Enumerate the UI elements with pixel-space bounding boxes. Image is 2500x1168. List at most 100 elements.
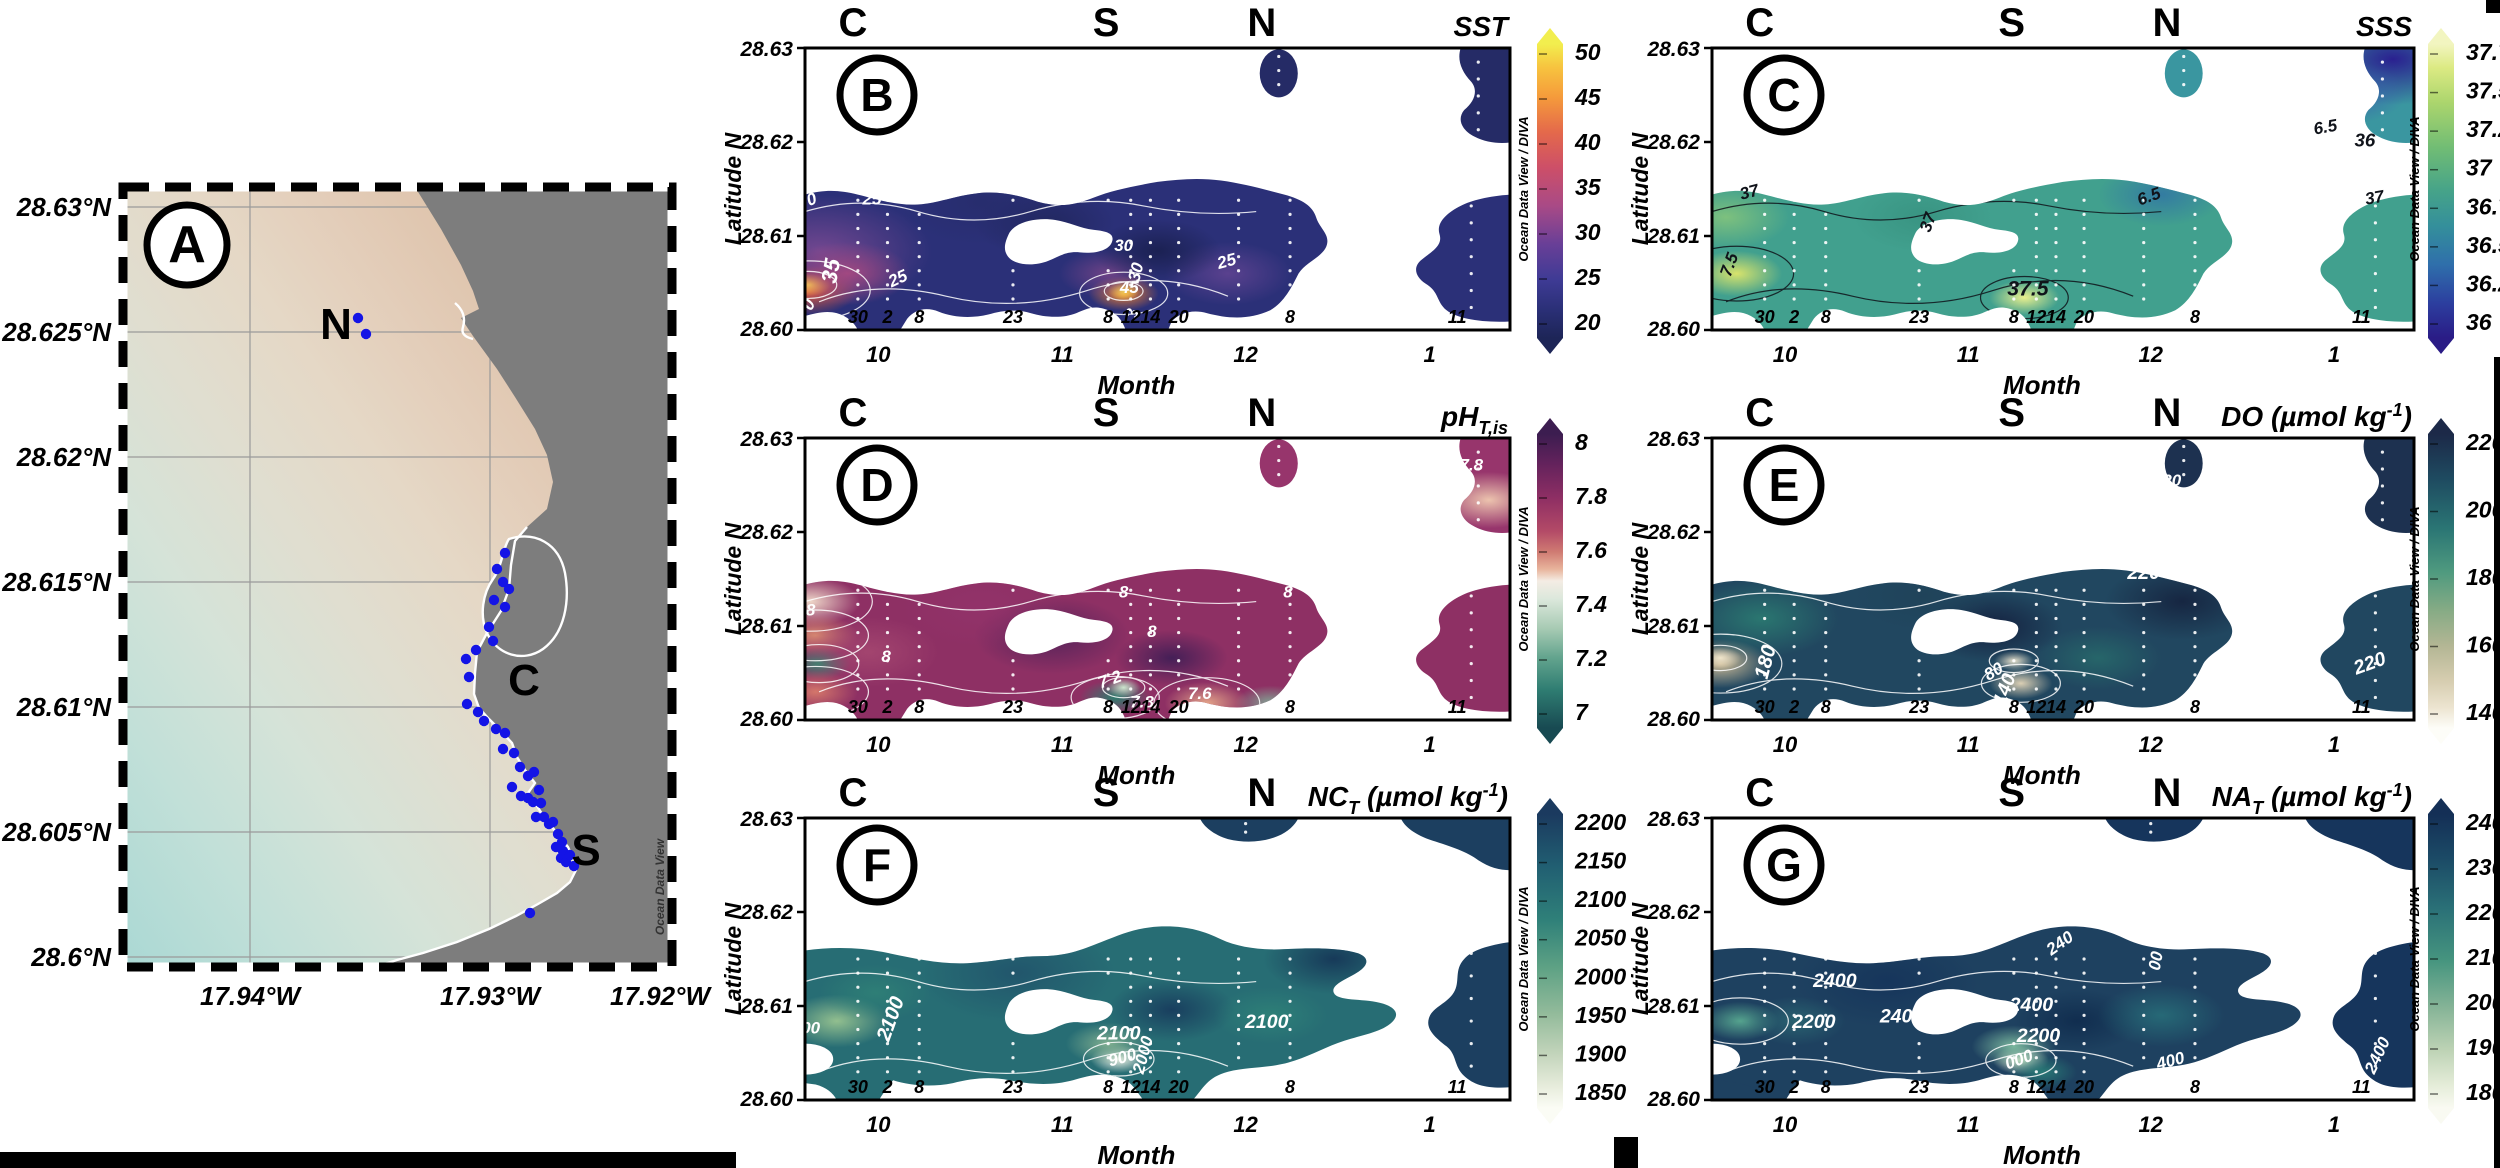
sample-dot [1129, 971, 1133, 975]
sample-dot [1763, 283, 1767, 287]
sample-dot [1288, 588, 1292, 592]
colorbar-label: 37.25 [2466, 116, 2500, 142]
sample-dot [856, 283, 860, 287]
contour-line [805, 970, 1257, 991]
sample-dot [2142, 212, 2146, 216]
panel-title-part: T [1348, 798, 1361, 818]
x-day-label: 12 [2026, 697, 2046, 717]
sample-dot [1824, 957, 1828, 961]
x-day-label: 8 [1285, 697, 1295, 717]
sample-dot [1288, 269, 1292, 273]
panel-title-part: (µmol kg [1359, 781, 1482, 812]
sample-dot [1763, 602, 1767, 606]
sample-dot [2193, 687, 2197, 691]
sample-dot [2012, 297, 2016, 301]
colorbar-label: 36.25 [2466, 270, 2500, 296]
sample-dot [1763, 240, 1767, 245]
sample-dot [856, 673, 860, 677]
sample-dot [1476, 60, 1480, 64]
sample-dot [1763, 659, 1767, 663]
contour-label: 8 [881, 647, 891, 666]
sample-dot [2054, 212, 2058, 216]
panel-title-part: ) [2400, 401, 2412, 432]
sample-dot [1177, 999, 1181, 1003]
sample-dot [1177, 673, 1181, 677]
sample-dot [1469, 695, 1473, 700]
sample-dot [1824, 283, 1828, 287]
sample-dot [1288, 957, 1292, 961]
sample-dot [2142, 269, 2146, 273]
sample-dot [856, 1042, 860, 1046]
sample-dot [856, 198, 860, 202]
panel-title-part: SSS [2356, 11, 2412, 42]
sample-dot [2082, 630, 2086, 635]
panel-title: NAT (µmol kg-1) [2212, 780, 2412, 818]
sample-dot [1469, 951, 1473, 955]
y-tick-label: 28.63 [1646, 38, 1700, 61]
sample-dot [2012, 283, 2016, 287]
colorbar [1537, 44, 1563, 338]
sample-dot [1763, 1042, 1767, 1046]
data-field-ellipse [1259, 49, 1298, 98]
sample-dot [1763, 957, 1767, 961]
sample-dot [2034, 588, 2038, 592]
sample-dot [1236, 1056, 1241, 1060]
sample-dot [1792, 240, 1796, 245]
sample-dot [2082, 985, 2086, 989]
map-coastline-cove [454, 302, 474, 341]
sample-dot [1792, 1056, 1796, 1060]
sample-dot [1148, 297, 1153, 301]
sample-dot [1129, 1042, 1133, 1046]
sample-dot [1824, 645, 1828, 649]
contour-lines [805, 571, 1261, 720]
sample-dot [1763, 673, 1767, 677]
sample-dot [1824, 985, 1828, 989]
sample-dot [2193, 957, 2197, 961]
sample-dot [856, 297, 860, 301]
sample-dot [1148, 1027, 1153, 1032]
sample-dot [1469, 611, 1473, 615]
sample-dot [2142, 588, 2146, 592]
y-axis-label: Latitude N [1627, 902, 1653, 1015]
x-day-label: 12 [2026, 307, 2046, 327]
contour-ring [1712, 245, 1795, 302]
x-day-label: 20 [2073, 1077, 2094, 1097]
sample-dot [1236, 673, 1241, 677]
panel-title-part: T [2252, 798, 2265, 818]
panel-letter: A [168, 216, 206, 274]
data-field-lobe [2363, 438, 2414, 534]
sample-dot [1288, 971, 1292, 975]
sample-dot [1824, 1042, 1828, 1046]
sample-dot [917, 659, 921, 663]
sample-dot [917, 1070, 921, 1074]
sample-dot [1792, 971, 1796, 975]
colorbar-arrow-top [2428, 418, 2454, 434]
sample-dot [2034, 971, 2038, 975]
sample-dot [1236, 255, 1241, 259]
data-gap-hole [1004, 219, 1113, 265]
sample-dot [1476, 450, 1480, 454]
sample-dot [856, 212, 860, 216]
contour-line [818, 1049, 1229, 1074]
sample-dot [1177, 269, 1181, 273]
contour-label: 37 [2363, 186, 2386, 208]
column-label-C: C [1745, 771, 1774, 815]
contour-ring [1712, 644, 1748, 672]
month-axis-label: Month [1097, 1140, 1175, 1168]
y-axis-label: Latitude N [1627, 522, 1653, 635]
sample-dot [1177, 1027, 1181, 1032]
sample-dot [1792, 630, 1796, 635]
colorbar-label: 1900 [1575, 1040, 1626, 1066]
field-spot [2034, 626, 2162, 690]
sample-dot [1917, 971, 1921, 975]
sample-dot [2193, 269, 2197, 273]
sample-dot [917, 212, 921, 216]
sample-dot [1792, 226, 1796, 231]
sample-dot [2193, 297, 2197, 301]
sample-dot [2142, 198, 2146, 202]
contour-label: 25 [1214, 249, 1239, 273]
sample-dot [1236, 985, 1241, 989]
sample-dot [917, 269, 921, 273]
contour-label: 8 [1283, 582, 1293, 601]
sample-dot [2054, 687, 2058, 691]
